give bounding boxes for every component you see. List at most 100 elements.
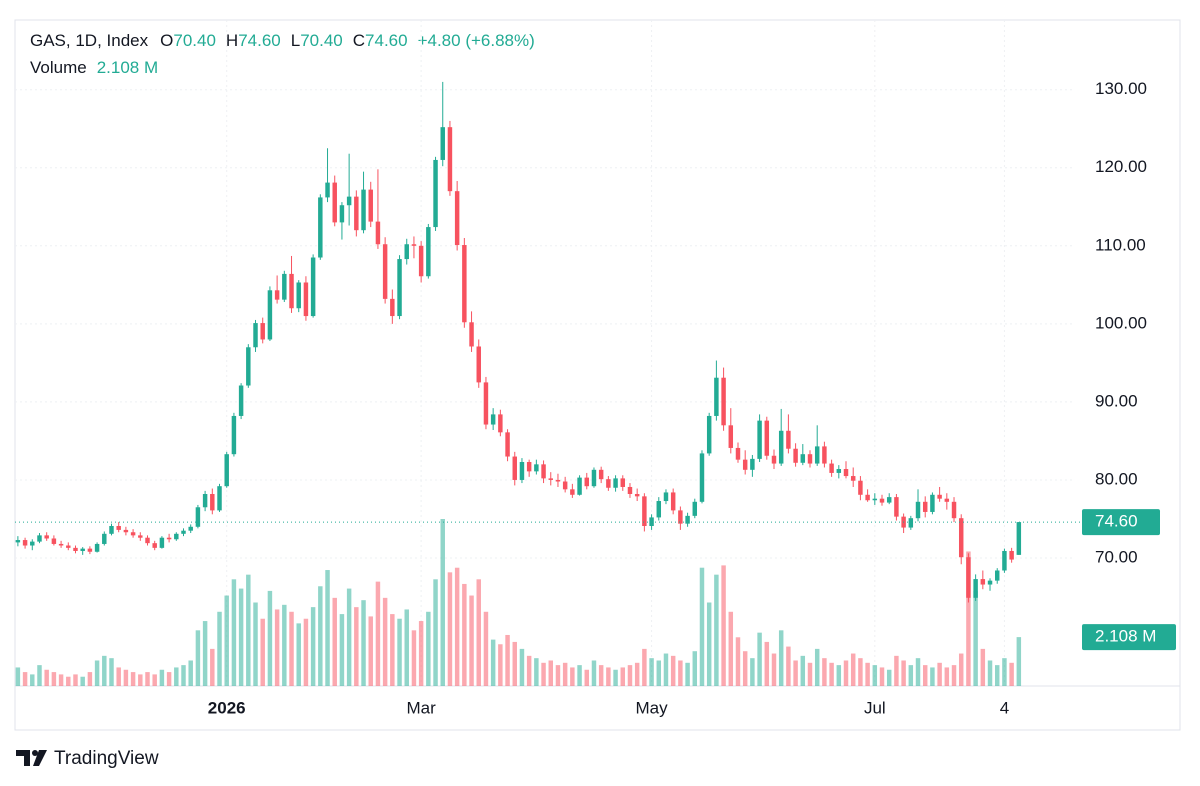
y-tick-label: 90.00	[1095, 391, 1138, 410]
candle-body	[836, 469, 842, 473]
candle-body	[771, 455, 777, 464]
volume-bar	[44, 669, 49, 686]
volume-bar	[562, 662, 568, 686]
volume-bar	[937, 662, 942, 686]
volume-bar	[980, 648, 986, 686]
volume-bar	[195, 630, 201, 686]
candle-body	[390, 298, 395, 317]
candle-body	[908, 518, 914, 528]
candle-body	[224, 454, 229, 487]
volume-bar	[404, 609, 409, 686]
volume-bar	[620, 667, 626, 686]
candle-body	[454, 191, 460, 246]
candle-body	[426, 227, 431, 277]
volume-bar	[1016, 637, 1022, 686]
volume-bar	[555, 665, 561, 686]
candle-body	[166, 537, 172, 540]
volume-bar	[699, 567, 705, 686]
volume-bar	[1009, 662, 1014, 686]
candle-body	[980, 579, 986, 585]
candle-body	[570, 489, 575, 495]
candle-body	[433, 159, 438, 228]
candle-body	[195, 507, 201, 527]
candle-body	[678, 510, 683, 524]
candle-body	[1009, 550, 1014, 560]
volume-bar	[73, 674, 78, 686]
candle-body	[526, 462, 532, 472]
candle-body	[800, 454, 806, 463]
candle-body	[361, 189, 366, 231]
volume-bar	[469, 595, 474, 686]
candle-body	[699, 453, 705, 502]
candle-body	[505, 432, 510, 457]
volume-bar	[1002, 658, 1007, 686]
candle-body	[267, 290, 273, 340]
volume-bar	[606, 667, 611, 686]
volume-bar	[346, 588, 352, 686]
volume-bar	[267, 590, 273, 686]
candle-body	[764, 420, 770, 456]
volume-bar	[807, 662, 813, 686]
candle-body	[382, 244, 388, 299]
volume-bar	[159, 669, 165, 686]
volume-bar	[51, 672, 57, 686]
volume-bar	[951, 665, 957, 686]
candle-body	[829, 463, 834, 473]
volume-bar	[793, 660, 798, 686]
volume-bar	[570, 667, 575, 686]
frame	[14, 19, 1181, 731]
volume-bar	[166, 672, 172, 686]
volume-bar	[987, 660, 993, 686]
volume-bar	[325, 570, 330, 686]
volume-bar	[814, 648, 820, 686]
volume-bar	[822, 658, 827, 686]
candle-body	[930, 494, 935, 512]
volume-bar	[109, 658, 114, 686]
volume-bar	[944, 667, 950, 686]
candle-body	[30, 541, 35, 546]
volume-bar	[426, 611, 431, 686]
candle-body	[915, 501, 921, 519]
candle-body	[872, 498, 878, 501]
candle-body	[346, 196, 352, 206]
x-tick-label: 4	[1000, 698, 1009, 717]
candle-body	[231, 415, 237, 455]
candle-body	[58, 543, 64, 546]
candle-body	[598, 469, 604, 480]
open-value: 70.40	[173, 31, 216, 50]
candle-body	[253, 323, 258, 348]
volume-bar	[706, 602, 712, 686]
volume-bar	[418, 621, 424, 686]
last-price-box	[1082, 509, 1160, 536]
volume-bar	[922, 665, 928, 686]
candle-body	[246, 347, 251, 386]
volume-bar	[548, 660, 553, 686]
volume-bar	[339, 614, 345, 686]
candle-body	[778, 430, 784, 464]
candle-body	[958, 518, 964, 558]
volume-bar	[217, 611, 222, 686]
volume-bar	[678, 660, 683, 686]
volume-bar	[210, 648, 215, 686]
candle-body	[663, 492, 669, 502]
candle-body	[922, 501, 928, 512]
volume-bar	[526, 655, 532, 686]
candle-body	[447, 127, 453, 192]
volume-bar	[958, 653, 964, 686]
volume-bar	[30, 674, 35, 686]
volume-bar	[908, 665, 914, 686]
logo	[16, 750, 47, 766]
candle-body	[822, 446, 827, 464]
candle-body	[116, 526, 121, 530]
volume-bar	[735, 637, 741, 686]
candle-body	[159, 537, 165, 548]
candle-body	[944, 498, 950, 502]
candle-body	[706, 415, 712, 454]
candle-body	[714, 377, 719, 416]
volume-bar	[145, 672, 150, 686]
volume-bar	[296, 623, 301, 686]
volume-bar	[519, 648, 525, 686]
candle-body	[210, 494, 215, 511]
volume-bar	[670, 655, 676, 686]
volume-bar	[260, 618, 265, 686]
